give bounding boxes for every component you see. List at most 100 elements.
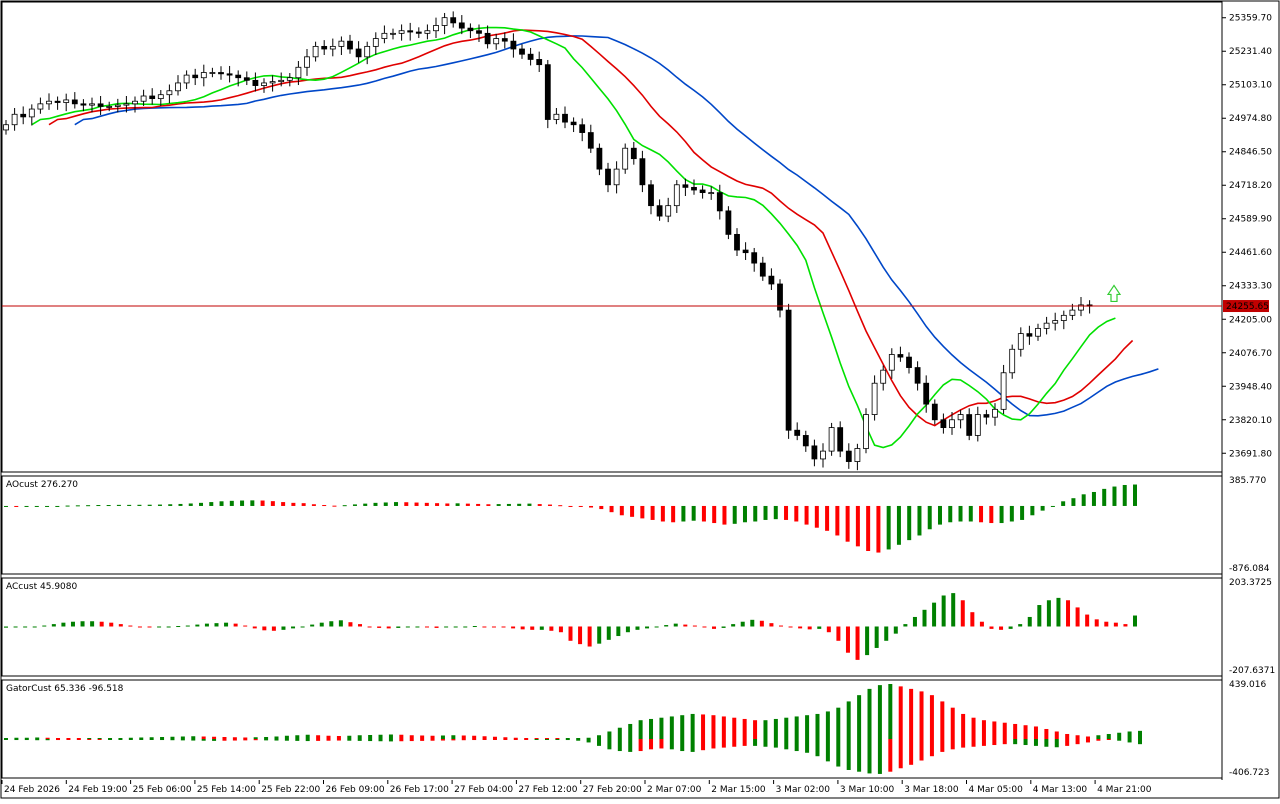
gator-upper-bar xyxy=(690,713,695,739)
candle-body xyxy=(1060,314,1067,321)
candle-body xyxy=(252,79,259,86)
gator-lower-bar xyxy=(1013,739,1018,745)
ac-bar xyxy=(472,626,477,628)
ao-bar xyxy=(178,503,183,506)
candle-body xyxy=(708,192,715,195)
ac-bar xyxy=(759,620,764,627)
gator-lower-bar xyxy=(472,739,477,741)
candle-body xyxy=(11,113,18,126)
gator-upper-bar xyxy=(76,738,81,739)
gator-lower-bar xyxy=(524,739,529,740)
ao-bar xyxy=(742,505,747,523)
ac-bar xyxy=(989,626,994,629)
candle-body xyxy=(3,124,9,131)
candle-body xyxy=(235,74,242,79)
gator-upper-bar xyxy=(1033,726,1038,739)
gator-upper-bar xyxy=(857,695,862,739)
gator-upper-bar xyxy=(66,738,71,739)
ac-bar xyxy=(444,626,449,628)
ac-bar xyxy=(558,626,563,633)
gator-lower-bar xyxy=(284,739,289,741)
ao-bar xyxy=(763,505,768,520)
candle-body xyxy=(458,22,465,29)
ao-bar xyxy=(414,502,419,506)
ac-bar xyxy=(262,626,267,631)
gator-lower-bar xyxy=(929,739,934,757)
gator-lower-bar xyxy=(368,739,373,742)
gator-y-tick-label: -406.723 xyxy=(1229,768,1269,778)
ac-bar xyxy=(501,626,506,628)
ao-bar xyxy=(1081,494,1086,506)
ao-bar xyxy=(168,504,173,506)
gator-upper-bar xyxy=(420,735,425,739)
gator-upper-bar xyxy=(544,738,549,739)
candle-body xyxy=(768,275,775,285)
gator-lower-bar xyxy=(773,739,778,748)
gator-lower-bar xyxy=(492,739,497,740)
ac-bar xyxy=(798,626,803,629)
ac-bar xyxy=(157,626,162,628)
ac-bar xyxy=(951,593,956,627)
candle-body xyxy=(622,147,629,170)
ac-bar xyxy=(922,609,927,627)
ao-bar xyxy=(157,504,162,506)
gator-upper-bar xyxy=(742,718,747,739)
candle-body xyxy=(630,147,637,160)
ao-bar xyxy=(455,503,460,506)
candle-body xyxy=(390,32,396,35)
gator-lower-bar xyxy=(1044,739,1049,747)
ao-bar xyxy=(1102,488,1107,506)
gator-lower-bar xyxy=(971,739,976,747)
gator-upper-bar xyxy=(565,738,570,739)
candle-body xyxy=(166,90,173,96)
x-tick-label: 3 Mar 02:00 xyxy=(776,785,831,795)
ao-bar xyxy=(250,500,255,506)
ac-bar xyxy=(712,626,717,629)
ao-bar xyxy=(701,505,706,522)
ao-bar xyxy=(773,505,778,520)
candle-body xyxy=(1035,327,1041,337)
candle-body xyxy=(1052,320,1059,324)
gator-upper-bar xyxy=(1117,732,1122,739)
candle-body xyxy=(992,408,998,418)
gator-upper-bar xyxy=(326,735,331,739)
ac-bar xyxy=(61,622,66,627)
candle-body xyxy=(794,429,801,436)
gator-upper-bar xyxy=(118,737,123,739)
ao-bar xyxy=(855,505,860,547)
ao-bar xyxy=(999,505,1004,524)
gator-upper-bar xyxy=(846,701,851,739)
x-tick-label: 26 Feb 17:00 xyxy=(390,785,449,795)
ao-bar xyxy=(537,504,542,506)
ac-bar xyxy=(176,626,181,628)
ac-bar xyxy=(90,621,95,627)
ao-pane-title: AOcust 276.270 xyxy=(6,480,78,490)
gator-lower-bar xyxy=(87,739,92,740)
ao-bar xyxy=(127,504,132,506)
gator-upper-bar xyxy=(825,711,830,739)
candle-body xyxy=(476,30,482,34)
ac-bar xyxy=(291,626,296,629)
y-tick-label: 24974.80 xyxy=(1229,114,1272,124)
gator-upper-bar xyxy=(534,738,539,739)
y-tick-label: 24461.60 xyxy=(1229,248,1272,258)
gator-lower-bar xyxy=(649,739,654,750)
ac-bar xyxy=(1056,597,1061,627)
ac-bar xyxy=(855,626,860,660)
gator-lower-bar xyxy=(201,739,206,741)
gator-upper-bar xyxy=(888,684,893,739)
ac-bar xyxy=(310,624,315,627)
gator-upper-bar xyxy=(1013,723,1018,739)
ac-bar xyxy=(836,626,841,641)
gator-upper-bar xyxy=(617,727,622,739)
ao-bar xyxy=(979,505,984,523)
gator-upper-bar xyxy=(1023,725,1028,739)
ac-bar xyxy=(683,624,688,627)
ac-bar xyxy=(271,626,276,631)
gator-upper-bar xyxy=(451,735,456,739)
gator-lower-bar xyxy=(565,739,570,741)
gator-y-tick-label: 439.016 xyxy=(1229,680,1266,690)
ao-bar xyxy=(1061,501,1066,506)
candle-body xyxy=(957,414,964,421)
ac-bar xyxy=(999,626,1004,630)
